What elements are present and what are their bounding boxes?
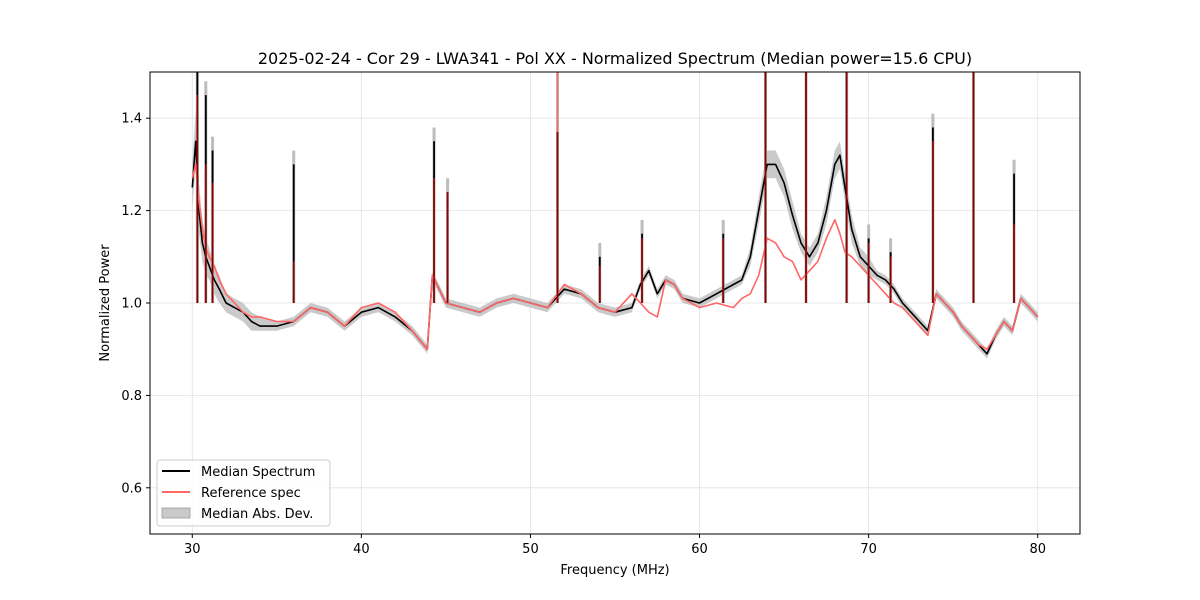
grid [150, 72, 1080, 534]
y-axis-label: Normalized Power [98, 244, 113, 362]
legend-mad-swatch [161, 507, 191, 519]
chart-title: 2025-02-24 - Cor 29 - LWA341 - Pol XX - … [258, 49, 972, 68]
x-tick-label: 30 [184, 542, 201, 557]
ticks: 30 40 50 60 70 80 0.6 0.8 1.0 1.2 1.4 [121, 112, 1046, 557]
legend: Median Spectrum Reference spec Median Ab… [156, 459, 331, 527]
reference-spectrum-line [191, 163, 1039, 350]
y-tick-label: 1.0 [121, 297, 142, 312]
legend-median-label: Median Spectrum [201, 465, 315, 480]
x-tick-label: 70 [860, 542, 877, 557]
x-tick-label: 40 [353, 542, 370, 557]
x-tick-label: 60 [691, 542, 708, 557]
y-tick-label: 0.8 [121, 389, 142, 404]
x-tick-label: 50 [522, 542, 539, 557]
plot-layer [191, 72, 1039, 359]
mad-band [192, 109, 1038, 359]
legend-frame [156, 459, 331, 527]
legend-mad-label: Median Abs. Dev. [201, 507, 313, 522]
y-tick-label: 1.2 [121, 204, 142, 219]
x-tick-label: 80 [1029, 542, 1046, 557]
legend-reference-label: Reference spec [201, 486, 301, 501]
y-tick-label: 1.4 [121, 112, 142, 127]
x-axis-label: Frequency (MHz) [560, 563, 669, 578]
y-tick-label: 0.6 [121, 481, 142, 496]
plot-area [150, 72, 1080, 534]
